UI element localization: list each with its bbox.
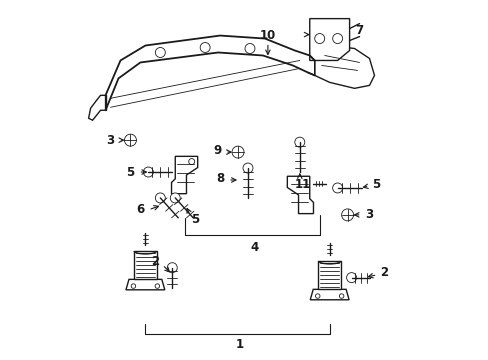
Circle shape	[243, 163, 252, 173]
Circle shape	[332, 33, 342, 44]
Polygon shape	[318, 261, 340, 289]
Circle shape	[341, 209, 353, 221]
Polygon shape	[134, 251, 156, 279]
Circle shape	[155, 193, 165, 203]
Text: 5: 5	[191, 213, 199, 226]
Circle shape	[200, 42, 210, 53]
Polygon shape	[126, 279, 164, 290]
Circle shape	[346, 273, 356, 283]
Polygon shape	[309, 289, 348, 300]
Circle shape	[167, 263, 177, 273]
Circle shape	[294, 137, 304, 147]
Circle shape	[314, 33, 324, 44]
Text: 3: 3	[365, 208, 373, 221]
Circle shape	[315, 294, 319, 298]
Text: 5: 5	[371, 179, 380, 192]
Text: 6: 6	[136, 203, 144, 216]
Text: 5: 5	[126, 166, 134, 179]
Polygon shape	[88, 95, 105, 120]
Circle shape	[155, 48, 165, 58]
Circle shape	[155, 284, 159, 288]
Polygon shape	[309, 45, 374, 88]
Text: 9: 9	[213, 144, 221, 157]
Text: 1: 1	[236, 338, 244, 351]
Polygon shape	[171, 156, 197, 194]
Text: 7: 7	[355, 24, 363, 37]
Circle shape	[232, 146, 244, 158]
Text: 11: 11	[294, 179, 310, 192]
Circle shape	[131, 284, 135, 288]
Text: 3: 3	[106, 134, 114, 147]
Polygon shape	[287, 176, 313, 213]
Polygon shape	[309, 19, 349, 60]
Circle shape	[188, 159, 194, 165]
Text: 2: 2	[151, 255, 159, 268]
Text: 10: 10	[259, 29, 275, 42]
Circle shape	[143, 167, 153, 177]
Text: 4: 4	[250, 241, 259, 254]
Circle shape	[339, 294, 343, 298]
Circle shape	[244, 44, 254, 54]
Circle shape	[124, 134, 136, 146]
Circle shape	[170, 193, 180, 203]
Text: 2: 2	[380, 266, 388, 279]
Text: 8: 8	[216, 171, 224, 185]
Circle shape	[332, 183, 342, 193]
